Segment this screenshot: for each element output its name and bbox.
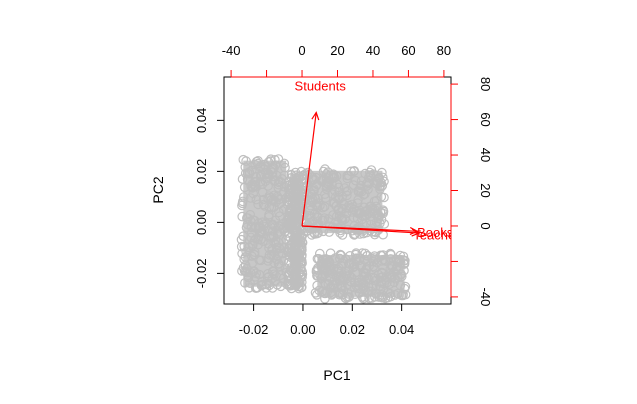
right-tick-label: 0 [478,222,493,229]
y-axis-label: PC2 [150,176,166,203]
score-cluster [304,170,383,234]
loading-arrowhead [409,226,419,235]
y-axis: -0.02 0.00 0.02 0.04 [194,108,225,289]
loading-arrowhead [311,111,320,121]
loading-arrowhead [411,228,421,237]
score-cluster [317,254,405,297]
x-tick-label: 0.04 [389,322,414,337]
y-tick-label: 0.00 [194,210,209,235]
top-tick-label: 60 [401,43,415,58]
right-tick-label: -40 [478,288,493,307]
loadings-right-axis: -40 0 20 40 60 80 [450,77,493,307]
score-points [236,154,411,304]
top-tick-label: 80 [437,43,451,58]
right-tick-label: 20 [478,183,493,197]
top-tick-label: 40 [366,43,380,58]
loading-label-students: Students [295,78,347,93]
right-tick-label: 40 [478,148,493,162]
y-tick-label: 0.04 [194,108,209,133]
score-cluster [290,173,301,287]
loading-arrow [301,112,317,227]
top-tick-label: 20 [330,43,344,58]
x-tick-label: -0.02 [239,322,269,337]
top-tick-label: -40 [222,43,241,58]
loading-arrow [301,225,420,234]
right-tick-label: 60 [478,112,493,126]
x-tick-label: 0.02 [340,322,365,337]
x-tick-label: 0.00 [290,322,315,337]
loadings-top-axis: -40 0 20 40 60 80 [222,43,451,78]
y-tick-label: -0.02 [194,259,209,289]
loading-label-books: Books [417,225,454,240]
x-axis-label: PC1 [323,367,350,383]
x-axis: -0.02 0.00 0.02 0.04 [239,303,414,337]
y-tick-label: 0.02 [194,159,209,184]
top-tick-label: 0 [298,43,305,58]
loading-label-teachers: Teachers [413,227,466,242]
right-tick-label: 80 [478,77,493,91]
score-cluster [243,160,287,287]
